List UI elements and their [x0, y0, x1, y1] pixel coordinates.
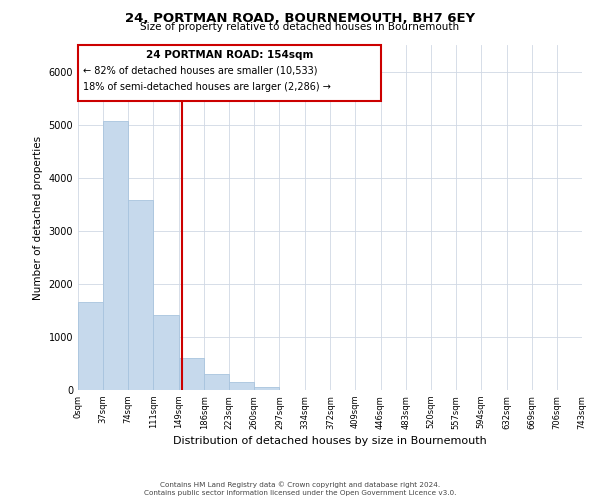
Bar	[153, 315, 179, 390]
Text: 24 PORTMAN ROAD: 154sqm: 24 PORTMAN ROAD: 154sqm	[146, 50, 313, 60]
Bar	[254, 386, 280, 390]
Y-axis label: Number of detached properties: Number of detached properties	[33, 136, 43, 300]
Bar	[204, 374, 229, 390]
X-axis label: Distribution of detached houses by size in Bournemouth: Distribution of detached houses by size …	[173, 436, 487, 446]
Text: ← 82% of detached houses are smaller (10,533): ← 82% of detached houses are smaller (10…	[83, 65, 318, 75]
Text: 24, PORTMAN ROAD, BOURNEMOUTH, BH7 6EY: 24, PORTMAN ROAD, BOURNEMOUTH, BH7 6EY	[125, 12, 475, 26]
Text: Contains HM Land Registry data © Crown copyright and database right 2024.
Contai: Contains HM Land Registry data © Crown c…	[144, 482, 456, 496]
Bar	[179, 358, 204, 390]
Bar	[229, 382, 254, 390]
Bar	[103, 122, 128, 390]
FancyBboxPatch shape	[78, 45, 380, 100]
Bar	[78, 302, 103, 390]
Text: 18% of semi-detached houses are larger (2,286) →: 18% of semi-detached houses are larger (…	[83, 82, 331, 92]
Text: Size of property relative to detached houses in Bournemouth: Size of property relative to detached ho…	[140, 22, 460, 32]
Bar	[128, 200, 153, 390]
